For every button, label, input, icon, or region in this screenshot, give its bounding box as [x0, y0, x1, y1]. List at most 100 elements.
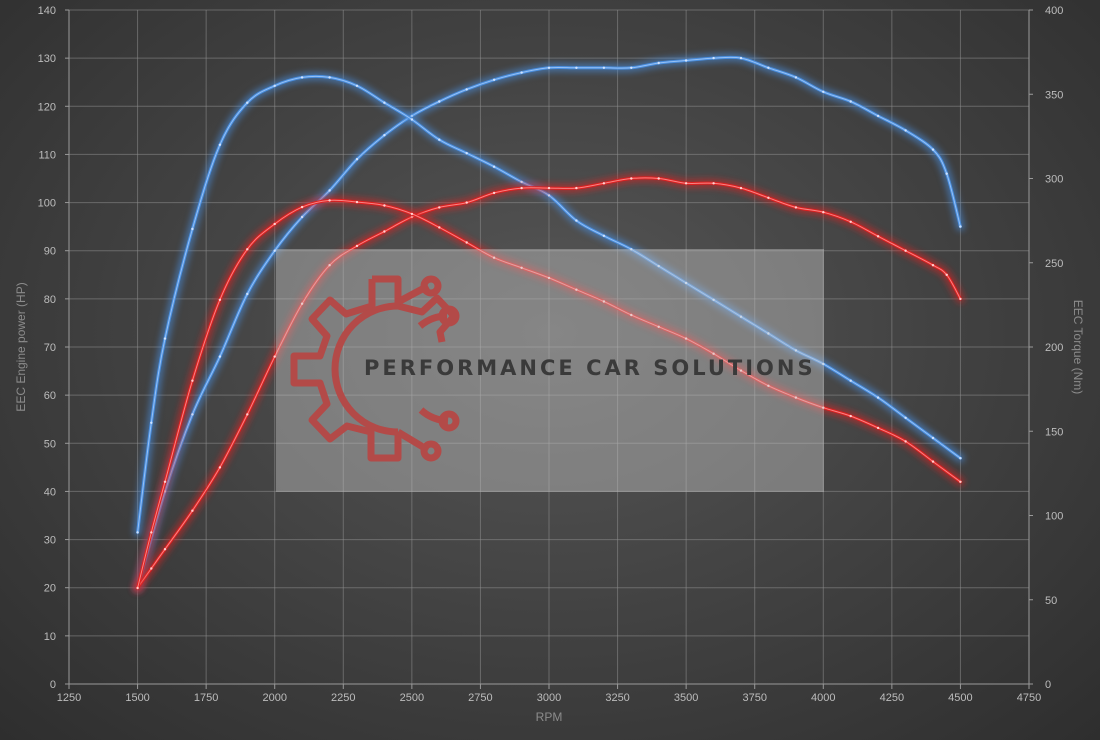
y-right-tick-label: 150	[1045, 426, 1063, 438]
data-point	[931, 460, 935, 463]
data-point	[684, 59, 688, 62]
data-point	[959, 225, 962, 228]
y-left-tick-label: 40	[44, 486, 56, 498]
data-point	[438, 226, 441, 229]
brand-text: PERFORMANCE CAR SOLUTIONS	[364, 356, 816, 380]
data-point	[657, 325, 660, 328]
data-point	[492, 256, 496, 259]
data-point	[959, 480, 962, 483]
data-point	[712, 352, 715, 355]
data-point	[520, 71, 523, 74]
data-point	[300, 302, 304, 305]
data-point	[492, 165, 496, 168]
series-blue-right	[133, 71, 965, 537]
x-tick-label: 3750	[742, 692, 766, 704]
data-point	[163, 337, 167, 340]
data-point	[945, 172, 948, 175]
data-point	[273, 222, 276, 226]
data-point	[602, 66, 606, 70]
x-tick-label: 2500	[400, 692, 424, 704]
data-point	[959, 297, 962, 301]
data-point	[794, 349, 798, 352]
y-left-tick-label: 60	[44, 390, 56, 402]
y-right-tick-label: 200	[1045, 342, 1063, 354]
series-group	[133, 52, 965, 593]
data-point	[547, 194, 551, 197]
data-point	[136, 586, 139, 590]
data-point	[904, 416, 907, 419]
series-highlight	[137, 199, 961, 589]
data-point	[163, 480, 167, 483]
data-point	[218, 466, 222, 469]
x-tick-label: 4000	[811, 692, 835, 704]
data-point	[547, 66, 551, 70]
data-point	[383, 204, 386, 207]
data-point	[246, 248, 249, 251]
data-point	[822, 406, 825, 409]
data-point	[630, 177, 633, 180]
data-point	[410, 212, 414, 216]
data-point	[767, 66, 770, 70]
data-point	[547, 186, 551, 190]
data-point	[904, 249, 907, 252]
data-point	[575, 186, 578, 190]
gear-logo-icon	[290, 275, 460, 462]
data-point	[191, 227, 194, 231]
data-point	[876, 426, 880, 430]
data-point	[684, 337, 688, 340]
data-point	[657, 177, 660, 180]
data-point	[904, 129, 907, 132]
data-point	[328, 189, 331, 192]
x-tick-label: 4250	[880, 692, 904, 704]
y-left-tick-label: 120	[38, 101, 56, 113]
x-tick-label: 1500	[125, 692, 149, 704]
data-point	[712, 298, 715, 301]
y-left-tick-label: 100	[38, 198, 56, 210]
watermark: PERFORMANCE CAR SOLUTIONS	[276, 249, 824, 492]
data-point	[739, 369, 743, 372]
y-left-tick-label: 80	[44, 294, 56, 306]
data-point	[712, 56, 715, 60]
data-point	[876, 114, 880, 118]
data-point	[822, 362, 825, 366]
data-point	[602, 182, 606, 185]
y-left-tick-label: 0	[50, 679, 56, 691]
data-point	[218, 143, 222, 146]
x-tick-label: 2250	[331, 692, 355, 704]
data-point	[849, 379, 852, 382]
y-right-tick-label: 350	[1045, 89, 1063, 101]
data-point	[767, 196, 770, 199]
data-point	[273, 355, 276, 358]
data-point	[822, 90, 825, 94]
data-point	[465, 201, 468, 204]
x-tick-label: 3500	[674, 692, 698, 704]
y-right-tick-label: 400	[1045, 5, 1063, 17]
x-tick-label: 1750	[194, 692, 218, 704]
x-tick-label: 2750	[468, 692, 492, 704]
y-right-tick-label: 300	[1045, 174, 1063, 186]
data-point	[438, 138, 441, 141]
data-point	[492, 78, 496, 82]
data-point	[150, 567, 153, 570]
watermark-box	[276, 249, 824, 492]
data-point	[273, 84, 276, 88]
data-point	[849, 100, 852, 103]
data-point	[630, 248, 633, 251]
y-left-tick-label: 90	[44, 246, 56, 258]
y-left-tick-label: 110	[38, 149, 56, 161]
y-right-tick-label: 250	[1045, 258, 1063, 270]
data-point	[465, 88, 468, 91]
data-point	[684, 182, 688, 185]
series-blue-left	[133, 52, 965, 593]
data-point	[684, 281, 688, 285]
data-point	[945, 273, 948, 276]
data-point	[876, 235, 880, 238]
y-left-tick-label: 50	[44, 438, 56, 450]
data-point	[767, 332, 770, 335]
x-axis-title: RPM	[536, 710, 563, 724]
data-point	[794, 76, 798, 79]
data-point	[520, 186, 523, 190]
data-point	[163, 548, 167, 551]
data-point	[739, 56, 743, 60]
